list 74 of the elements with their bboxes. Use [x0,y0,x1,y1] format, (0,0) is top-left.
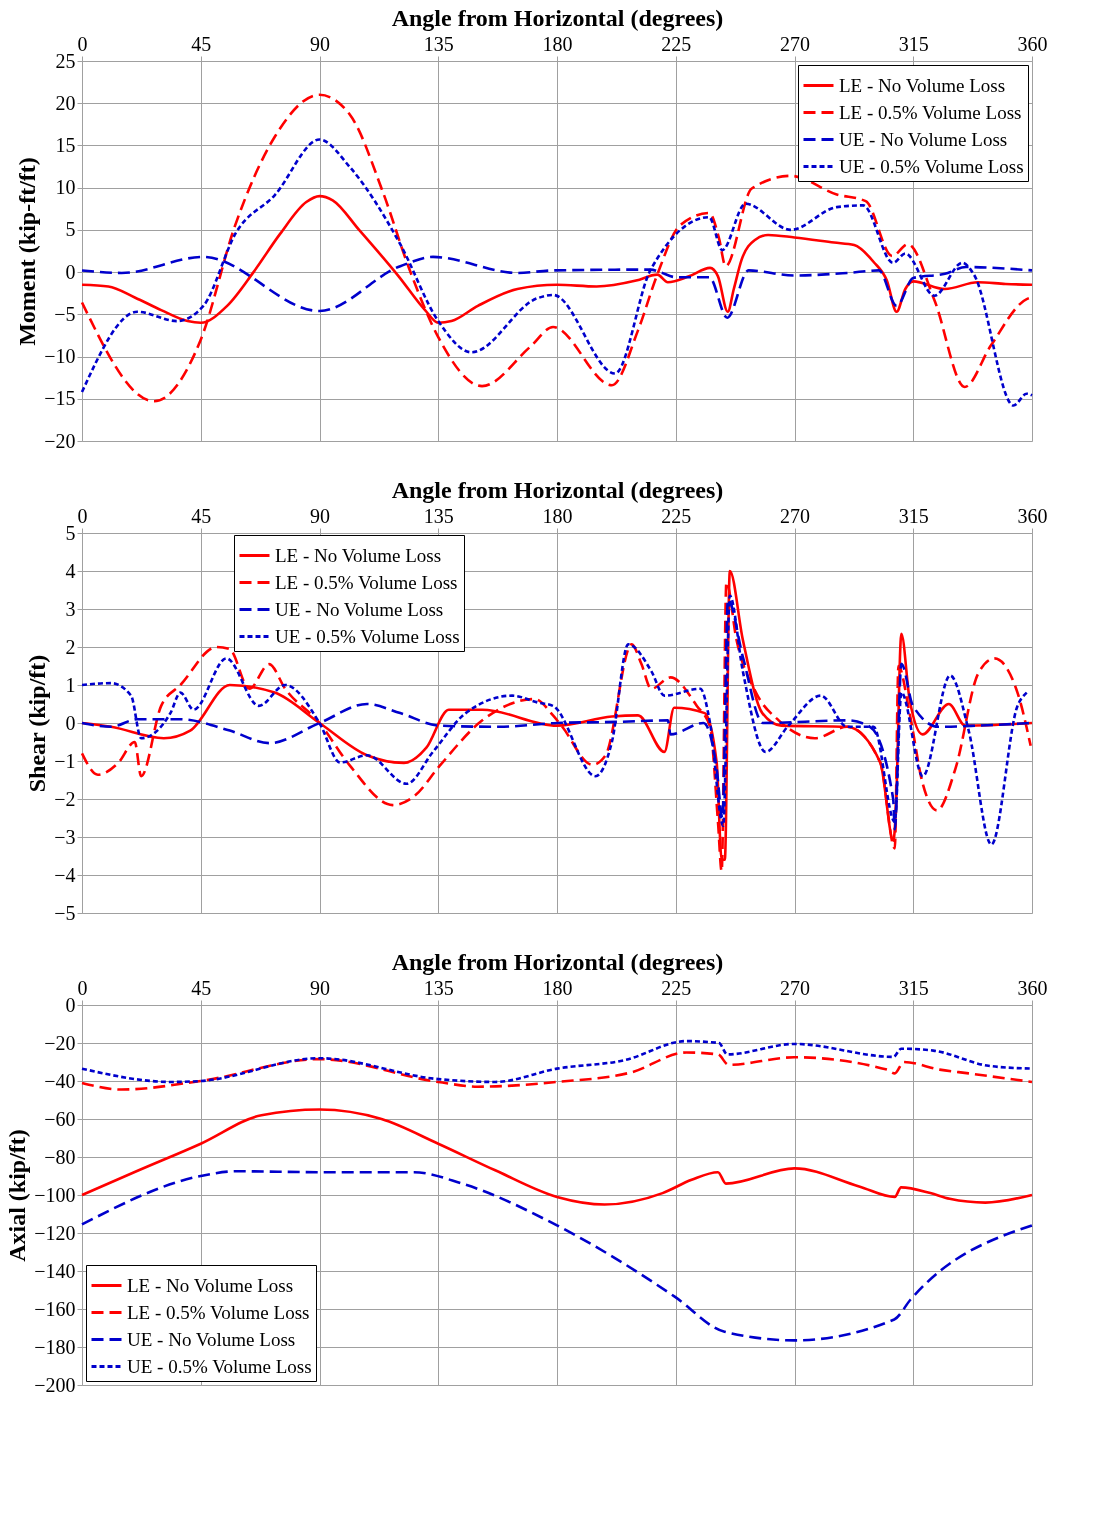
x-tick-label: 360 [1017,504,1048,527]
y-tick-label: −40 [44,1069,76,1092]
x-tick-label: 315 [898,976,929,999]
legend-label: LE - No Volume Loss [127,1274,294,1296]
x-tick-label: 45 [191,976,212,999]
x-tick-label: 315 [898,504,929,527]
y-tick-label: −100 [34,1183,76,1206]
x-tick-label: 180 [542,32,573,55]
y-tick-label: −20 [44,1031,76,1054]
y-tick-label: 20 [55,91,76,114]
x-tick-label: 90 [310,976,330,999]
x-tick-label: 180 [542,504,573,527]
y-tick-label: −4 [54,863,76,886]
x-tick-label: 135 [423,504,454,527]
x-tick-label: 45 [191,32,212,55]
y-tick-label: −5 [54,901,76,924]
x-tick-label: 270 [780,976,810,999]
y-tick-label: −140 [34,1259,76,1282]
x-tick-label: 315 [898,32,929,55]
y-tick-label: −15 [44,387,76,410]
y-tick-label: 1 [65,673,76,696]
x-tick-label: 90 [310,32,330,55]
y-tick-label: −160 [34,1297,76,1320]
legend-label: LE - 0.5% Volume Loss [275,571,458,593]
y-tick-label: 25 [55,49,76,72]
x-tick-label: 360 [1017,976,1048,999]
y-tick-label: −200 [34,1373,76,1396]
y-tick-label: 0 [65,711,76,734]
x-tick-label: 90 [310,504,330,527]
y-tick-label: −3 [54,825,76,848]
y-axis-title: Shear (kip/ft) [24,654,51,793]
x-tick-label: 225 [661,32,692,55]
y-axis-title: Axial (kip/ft) [4,1129,31,1262]
x-axis-title: Angle from Horizontal (degrees) [391,476,724,503]
legend-label: UE - No Volume Loss [839,128,1008,150]
y-tick-label: −80 [44,1145,76,1168]
x-tick-label: 135 [423,32,454,55]
y-tick-label: −60 [44,1107,76,1130]
x-tick-label: 135 [423,976,454,999]
y-tick-label: −2 [54,787,76,810]
x-tick-label: 360 [1017,32,1048,55]
legend-label: UE - 0.5% Volume Loss [127,1355,312,1377]
x-axis-title: Angle from Horizontal (degrees) [391,948,724,975]
y-tick-label: 10 [55,176,76,199]
y-tick-label: −10 [44,345,76,368]
y-tick-label: 3 [65,597,76,620]
y-axis-title: Moment (kip-ft/ft) [14,157,41,346]
x-axis-title: Angle from Horizontal (degrees) [391,4,724,31]
y-tick-label: 0 [65,260,76,283]
y-tick-label: 5 [65,218,76,241]
x-tick-label: 270 [780,32,810,55]
x-tick-label: 225 [661,504,692,527]
y-tick-label: −20 [44,429,76,452]
legend-label: LE - 0.5% Volume Loss [127,1301,310,1323]
x-tick-label: 45 [191,504,212,527]
y-tick-label: −1 [54,749,76,772]
x-tick-label: 270 [780,504,810,527]
x-tick-label: 225 [661,976,692,999]
y-tick-label: 4 [65,559,76,582]
legend-label: LE - No Volume Loss [275,544,442,566]
x-tick-label: 180 [542,976,573,999]
y-tick-label: −120 [34,1221,76,1244]
legend-label: UE - No Volume Loss [275,598,444,620]
y-tick-label: −180 [34,1335,76,1358]
y-tick-label: 15 [55,133,76,156]
y-tick-label: 0 [65,993,76,1016]
legend-label: UE - 0.5% Volume Loss [275,625,460,647]
y-tick-label: 2 [65,635,76,658]
legend-label: LE - 0.5% Volume Loss [839,101,1022,123]
legend-label: UE - No Volume Loss [127,1328,296,1350]
legend-label: UE - 0.5% Volume Loss [839,155,1024,177]
y-tick-label: 5 [65,521,76,544]
y-tick-label: −5 [54,302,76,325]
legend-label: LE - No Volume Loss [839,74,1006,96]
